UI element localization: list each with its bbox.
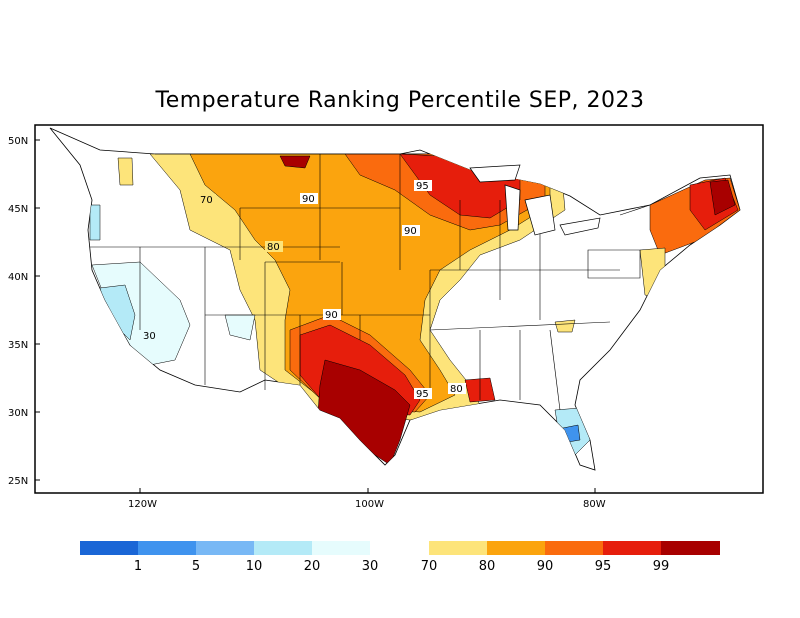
contour-labels: 70 80 90 90 95 90 30 95 80: [143, 180, 466, 400]
legend-swatch-warm-90: [545, 541, 603, 555]
legend-label: 20: [303, 559, 321, 574]
legend-label: 90: [536, 559, 554, 574]
lon-ticks: [139, 488, 596, 493]
contour-label: 90: [325, 310, 338, 321]
lat-label: 45N: [8, 204, 28, 215]
region-99-ne: [709, 179, 736, 216]
map-title: Temperature Ranking Percentile SEP, 2023: [155, 88, 645, 113]
lat-label: 50N: [8, 136, 28, 147]
lat-label: 30N: [8, 408, 28, 419]
great-lakes: [469, 164, 601, 236]
contour-label: 80: [450, 384, 463, 395]
legend-label: 10: [245, 559, 263, 574]
contour-label: 90: [302, 194, 315, 205]
region-70-ky: [554, 319, 576, 333]
contour-label: 95: [416, 389, 429, 400]
legend-swatch-cold-30: [312, 541, 370, 555]
contour-label: 95: [416, 181, 429, 192]
state-boundaries: [90, 153, 651, 411]
contour-label: 90: [404, 226, 417, 237]
contour-label: 30: [143, 331, 156, 342]
legend-swatch-warm-70: [429, 541, 487, 555]
lat-label: 40N: [8, 272, 28, 283]
legend-swatch-cold-5: [138, 541, 196, 555]
legend-label: 80: [478, 559, 496, 574]
legend-label: 30: [361, 559, 379, 574]
lon-label: 120W: [128, 499, 157, 510]
legend-label: 95: [594, 559, 612, 574]
legend-swatch-warm-95: [603, 541, 661, 555]
lon-label: 80W: [583, 499, 606, 510]
legend-label: 70: [420, 559, 438, 574]
region-70-wa: [117, 157, 134, 186]
lat-label: 35N: [8, 340, 28, 351]
lat-label: 25N: [8, 476, 28, 487]
legend-label: 99: [652, 559, 670, 574]
legend-swatch-warm-80: [487, 541, 545, 555]
lon-label: 100W: [355, 499, 384, 510]
lat-axis-labels: 50N 45N 40N 35N 30N 25N: [8, 136, 28, 487]
legend-swatch-cold-10: [196, 541, 254, 555]
legend-label: 1: [133, 559, 143, 574]
contour-label: 70: [200, 195, 213, 206]
legend-swatch-cold-20: [254, 541, 312, 555]
legend-swatch-cold-1: [80, 541, 138, 555]
lat-ticks: [35, 139, 40, 481]
contour-label: 80: [267, 242, 280, 253]
legend-swatch-warm-99: [661, 541, 720, 555]
region-99-north: [279, 155, 311, 169]
region-20-wa: [89, 204, 101, 241]
lon-axis-labels: 120W 100W 80W: [128, 499, 606, 510]
legend-label: 5: [191, 559, 201, 574]
